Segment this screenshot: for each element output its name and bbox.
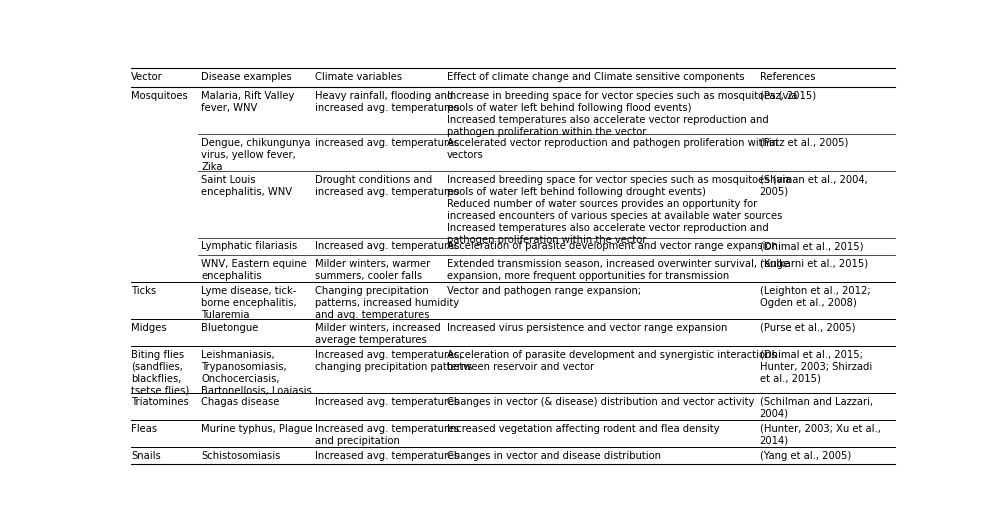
Text: Saint Louis
encephalitis, WNV: Saint Louis encephalitis, WNV <box>201 175 292 196</box>
Text: Acceleration of parasite development and synergistic interactions
between reserv: Acceleration of parasite development and… <box>447 350 777 372</box>
Text: Triatomines: Triatomines <box>131 397 189 407</box>
Text: Climate variables: Climate variables <box>315 72 402 82</box>
Text: Heavy rainfall, flooding and
increased avg. temperatures: Heavy rainfall, flooding and increased a… <box>315 91 459 113</box>
Text: (Purse et al., 2005): (Purse et al., 2005) <box>760 323 855 332</box>
Text: Vector: Vector <box>131 72 163 82</box>
Text: Increased avg. temperatures
and precipitation: Increased avg. temperatures and precipit… <box>315 424 459 446</box>
Text: Bluetongue: Bluetongue <box>201 323 258 332</box>
Text: Increased avg. temperatures: Increased avg. temperatures <box>315 451 459 461</box>
Text: Increased vegetation affecting rodent and flea density: Increased vegetation affecting rodent an… <box>447 424 720 434</box>
Text: Increased avg. temperatures: Increased avg. temperatures <box>315 241 459 251</box>
Text: Malaria, Rift Valley
fever, WNV: Malaria, Rift Valley fever, WNV <box>201 91 294 113</box>
Text: Extended transmission season, increased overwinter survival, range
expansion, mo: Extended transmission season, increased … <box>447 259 790 280</box>
Text: (Yang et al., 2005): (Yang et al., 2005) <box>760 451 851 461</box>
Text: Changing precipitation
patterns, increased humidity
and avg. temperatures: Changing precipitation patterns, increas… <box>315 286 459 320</box>
Text: Snails: Snails <box>131 451 161 461</box>
Text: Changes in vector and disease distribution: Changes in vector and disease distributi… <box>447 451 661 461</box>
Text: (Leighton et al., 2012;
Ogden et al., 2008): (Leighton et al., 2012; Ogden et al., 20… <box>760 286 870 307</box>
Text: Biting flies
(sandflies,
blackflies,
tsetse flies): Biting flies (sandflies, blackflies, tse… <box>131 350 189 396</box>
Text: Accelerated vector reproduction and pathogen proliferation within
vectors: Accelerated vector reproduction and path… <box>447 138 778 160</box>
Text: Milder winters, warmer
summers, cooler falls: Milder winters, warmer summers, cooler f… <box>315 259 430 280</box>
Text: Leishmaniasis,
Trypanosomiasis,
Onchocerciasis,
Bartonellosis, Loaiasis: Leishmaniasis, Trypanosomiasis, Onchocer… <box>201 350 312 396</box>
Text: Increased avg. temperatures,
changing precipitation patterns: Increased avg. temperatures, changing pr… <box>315 350 472 372</box>
Text: Effect of climate change and Climate sensitive components: Effect of climate change and Climate sen… <box>447 72 745 82</box>
Text: increased avg. temperatures: increased avg. temperatures <box>315 138 459 148</box>
Text: Milder winters, increased
average temperatures: Milder winters, increased average temper… <box>315 323 440 345</box>
Text: Disease examples: Disease examples <box>201 72 292 82</box>
Text: WNV, Eastern equine
encephalitis: WNV, Eastern equine encephalitis <box>201 259 307 280</box>
Text: Increased breeding space for vector species such as mosquitoes (via
pools of wat: Increased breeding space for vector spec… <box>447 175 792 245</box>
Text: Murine typhus, Plague: Murine typhus, Plague <box>201 424 313 434</box>
Text: (Schilman and Lazzari,
2004): (Schilman and Lazzari, 2004) <box>760 397 873 418</box>
Text: (Patz et al., 2005): (Patz et al., 2005) <box>760 138 848 148</box>
Text: Increased virus persistence and vector range expansion: Increased virus persistence and vector r… <box>447 323 728 332</box>
Text: Lymphatic filariasis: Lymphatic filariasis <box>201 241 297 251</box>
Text: Mosquitoes: Mosquitoes <box>131 91 188 101</box>
Text: (Dhimal et al., 2015;
Hunter, 2003; Shirzadi
et al., 2015): (Dhimal et al., 2015; Hunter, 2003; Shir… <box>760 350 872 384</box>
Text: Acceleration of parasite development and vector range expansion: Acceleration of parasite development and… <box>447 241 778 251</box>
Text: Ticks: Ticks <box>131 286 156 296</box>
Text: (Paz, 2015): (Paz, 2015) <box>760 91 816 101</box>
Text: Changes in vector (& disease) distribution and vector activity: Changes in vector (& disease) distributi… <box>447 397 755 407</box>
Text: References: References <box>760 72 815 82</box>
Text: Chagas disease: Chagas disease <box>201 397 279 407</box>
Text: Drought conditions and
increased avg. temperatures: Drought conditions and increased avg. te… <box>315 175 459 196</box>
Text: Fleas: Fleas <box>131 424 157 434</box>
Text: Vector and pathogen range expansion;: Vector and pathogen range expansion; <box>447 286 642 296</box>
Text: (Shaman et al., 2004,
2005): (Shaman et al., 2004, 2005) <box>760 175 868 196</box>
Text: Lyme disease, tick-
borne encephalitis,
Tularemia: Lyme disease, tick- borne encephalitis, … <box>201 286 296 320</box>
Text: Midges: Midges <box>131 323 167 332</box>
Text: Increase in breeding space for vector species such as mosquitoes (via
pools of w: Increase in breeding space for vector sp… <box>447 91 798 137</box>
Text: (Dhimal et al., 2015): (Dhimal et al., 2015) <box>760 241 863 251</box>
Text: (Kulkarni et al., 2015): (Kulkarni et al., 2015) <box>760 259 868 269</box>
Text: (Hunter, 2003; Xu et al.,
2014): (Hunter, 2003; Xu et al., 2014) <box>760 424 881 446</box>
Text: Dengue, chikungunya
virus, yellow fever,
Zika: Dengue, chikungunya virus, yellow fever,… <box>201 138 310 172</box>
Text: Schistosomiasis: Schistosomiasis <box>201 451 280 461</box>
Text: Increased avg. temperatures: Increased avg. temperatures <box>315 397 459 407</box>
